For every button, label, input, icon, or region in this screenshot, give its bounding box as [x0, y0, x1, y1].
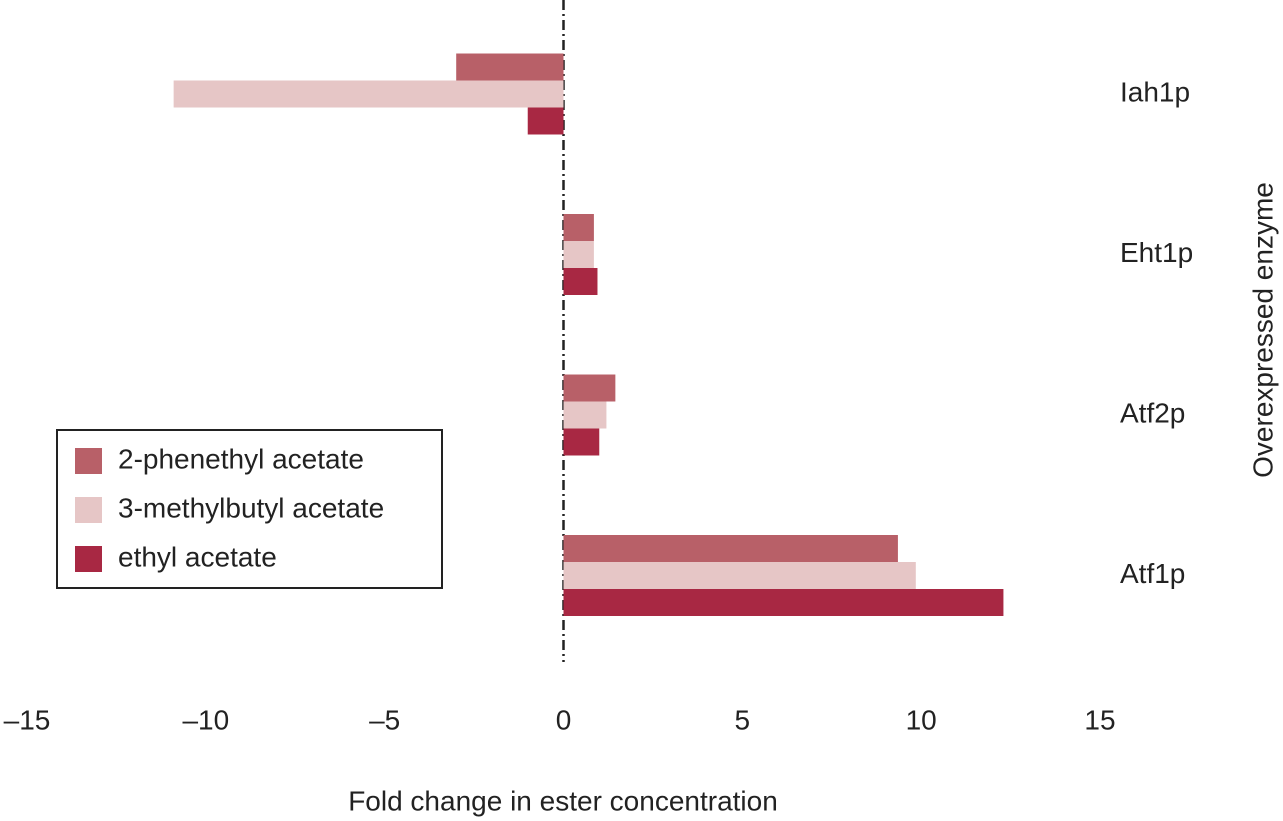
bar — [563, 214, 594, 241]
x-tick-label: –10 — [182, 704, 229, 735]
bar — [563, 428, 600, 456]
bar — [563, 535, 898, 562]
legend-swatch — [75, 497, 102, 523]
bar — [563, 268, 598, 295]
bar — [563, 401, 607, 429]
x-axis-label: Fold change in ester concentration — [348, 785, 778, 816]
bar — [527, 107, 564, 135]
bar — [173, 80, 564, 108]
x-tick-label: –15 — [4, 704, 51, 735]
bar — [456, 53, 564, 81]
bar — [563, 374, 616, 402]
legend-label: 3-methylbutyl acetate — [118, 492, 384, 523]
x-tick-label: 5 — [735, 704, 751, 735]
legend-box — [56, 429, 443, 589]
legend-swatch — [75, 448, 102, 474]
category-label: Atf2p — [1120, 397, 1185, 428]
bar — [563, 241, 594, 268]
legend-swatch — [75, 546, 102, 572]
x-tick-label: 10 — [906, 704, 937, 735]
x-tick-label: 15 — [1084, 704, 1115, 735]
legend-label: ethyl acetate — [118, 541, 277, 572]
y-axis-label: Overexpressed enzyme — [1247, 182, 1278, 478]
x-tick-label: 0 — [556, 704, 572, 735]
category-label: Eht1p — [1120, 237, 1193, 268]
category-label: Atf1p — [1120, 558, 1185, 589]
x-tick-label: –5 — [369, 704, 400, 735]
bar — [563, 589, 1004, 616]
category-label: Iah1p — [1120, 76, 1190, 107]
bar — [563, 562, 916, 589]
legend-label: 2-phenethyl acetate — [118, 443, 364, 474]
